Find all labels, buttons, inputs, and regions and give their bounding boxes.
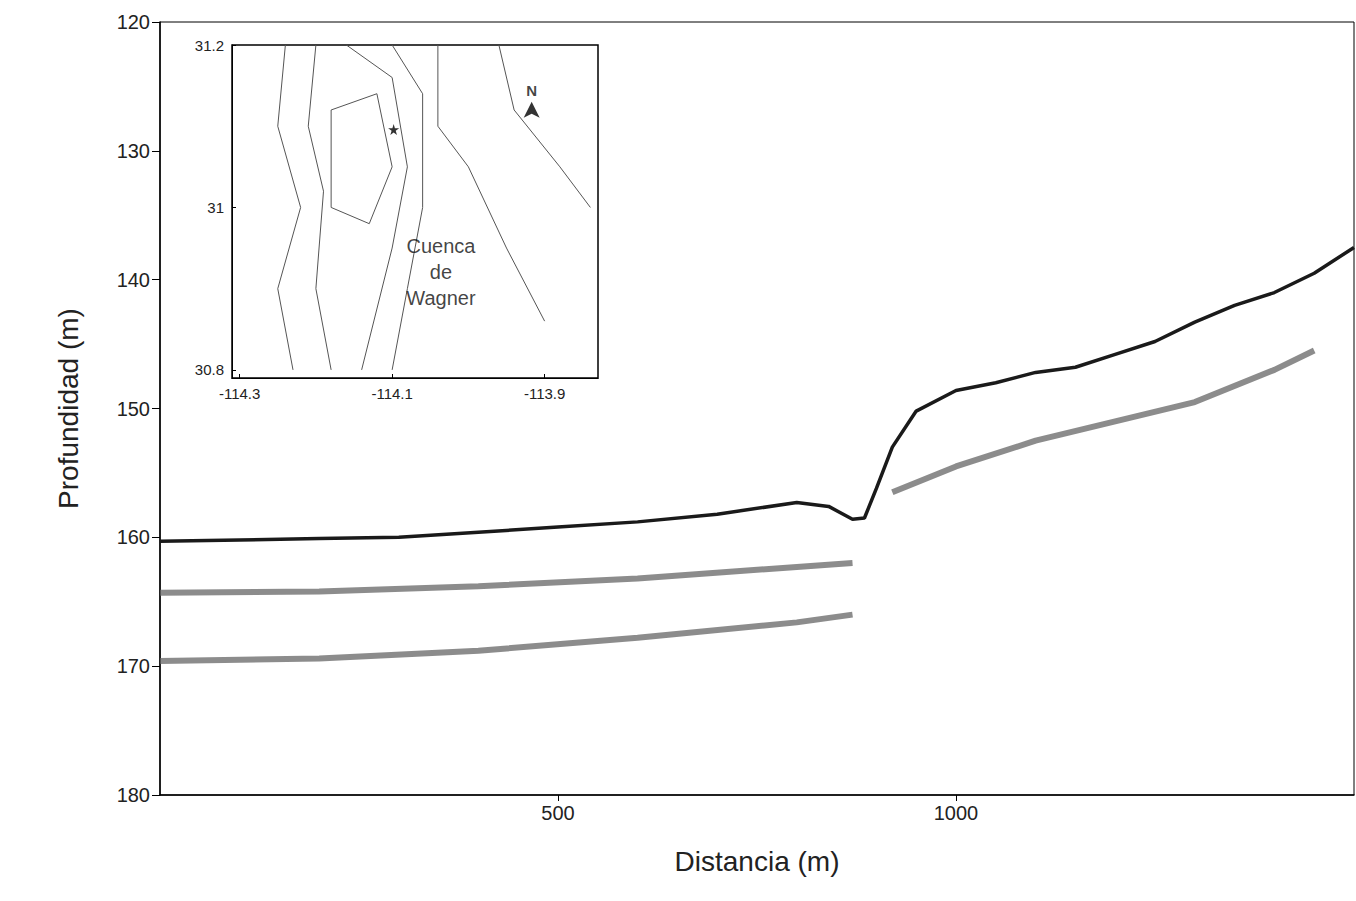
svg-text:160: 160 [117, 526, 150, 548]
svg-text:150: 150 [117, 398, 150, 420]
svg-text:Distancia (m): Distancia (m) [675, 846, 840, 877]
svg-text:180: 180 [117, 784, 150, 806]
svg-text:130: 130 [117, 140, 150, 162]
svg-text:N: N [526, 82, 537, 99]
svg-text:120: 120 [117, 11, 150, 33]
svg-text:1000: 1000 [934, 802, 979, 824]
svg-text:140: 140 [117, 269, 150, 291]
svg-text:-114.1: -114.1 [371, 385, 412, 402]
svg-text:-113.9: -113.9 [524, 385, 565, 402]
svg-text:31.2: 31.2 [195, 37, 224, 54]
svg-text:500: 500 [541, 802, 574, 824]
svg-text:de: de [430, 261, 452, 283]
svg-text:-114.3: -114.3 [219, 385, 260, 402]
svg-text:Profundidad (m): Profundidad (m) [53, 308, 84, 509]
svg-text:170: 170 [117, 655, 150, 677]
svg-text:31: 31 [207, 199, 224, 216]
svg-text:Cuenca: Cuenca [406, 235, 476, 257]
svg-text:Wagner: Wagner [406, 287, 476, 309]
svg-text:30.8: 30.8 [195, 361, 224, 378]
